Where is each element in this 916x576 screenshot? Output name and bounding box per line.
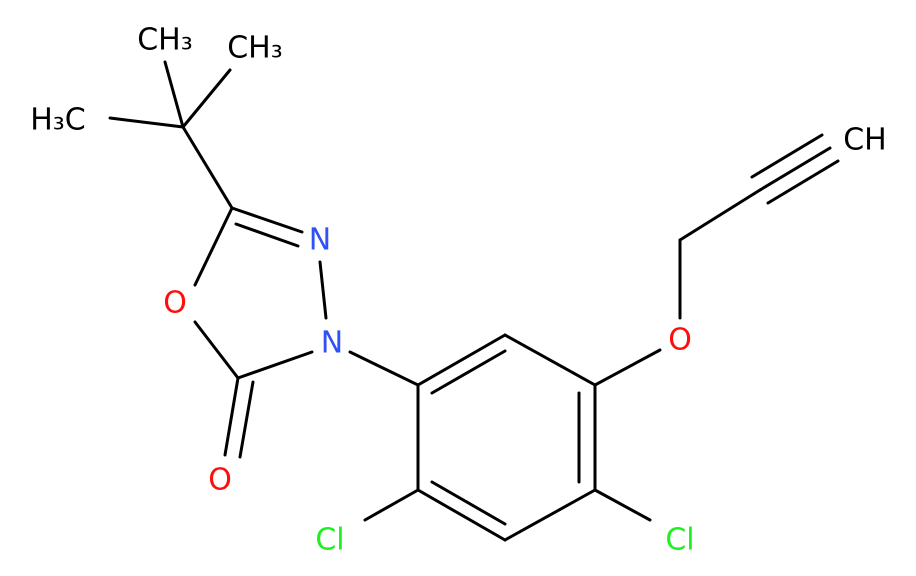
atom-label: H₃C — [30, 103, 86, 138]
atom-label: Cl — [315, 523, 344, 558]
atom-label: Cl — [665, 523, 694, 558]
atom-label: O — [208, 463, 232, 498]
atom-label: N — [321, 326, 343, 361]
atom-label: N — [309, 223, 331, 258]
atom-label: CH — [843, 123, 887, 158]
atom-label: CH₃ — [227, 31, 283, 66]
atom-label: O — [668, 323, 692, 358]
atom-label: O — [163, 286, 187, 321]
atom-labels: CH₃ CH₃ H₃C CH N O N O O Cl Cl — [30, 23, 887, 558]
atom-label: CH₃ — [137, 23, 193, 58]
bonds — [108, 60, 840, 542]
